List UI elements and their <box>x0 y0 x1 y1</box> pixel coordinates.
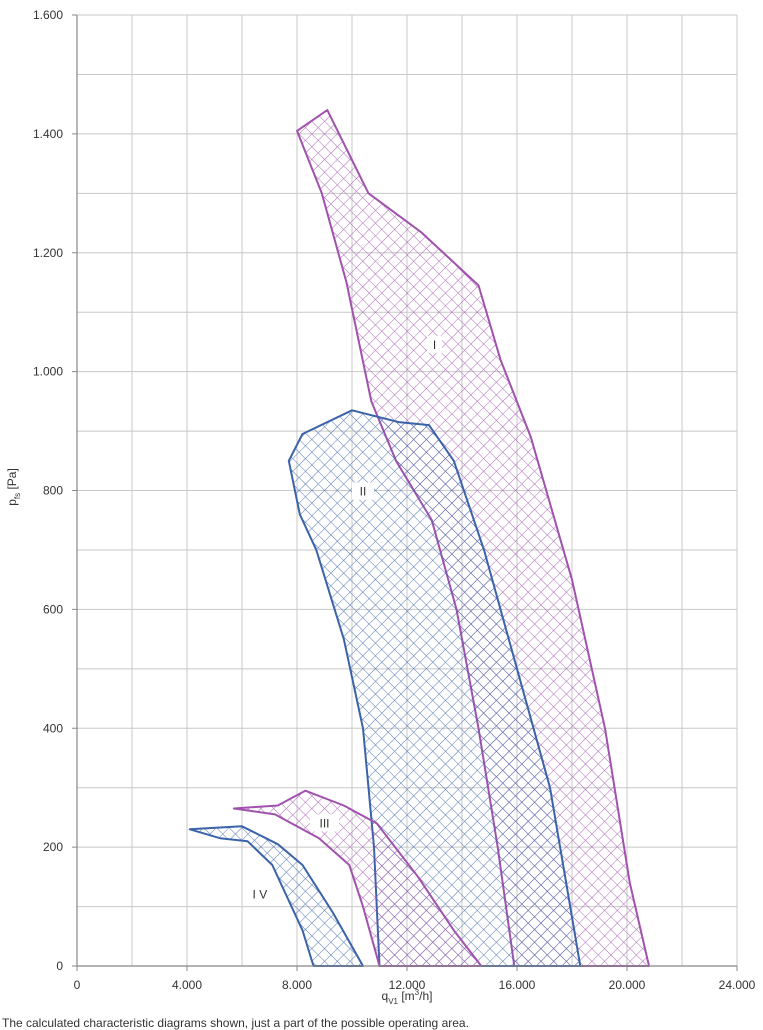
region-iii <box>232 789 483 967</box>
y-tick-label: 1.400 <box>33 127 63 141</box>
x-tick-label: 4.000 <box>172 978 202 992</box>
region-label-box <box>427 335 442 353</box>
regions <box>188 109 650 967</box>
region-label: I <box>433 338 436 352</box>
region-label: II <box>360 485 367 499</box>
x-tick-label: 20.000 <box>609 978 646 992</box>
y-tick-label: 1.000 <box>33 365 63 379</box>
y-tick-label: 600 <box>43 602 63 616</box>
x-tick-label: 12.000 <box>389 978 426 992</box>
y-tick-label: 200 <box>43 840 63 854</box>
region-ii <box>287 409 582 967</box>
chart-caption: The calculated characteristic diagrams s… <box>2 1016 469 1030</box>
y-tick-label: 800 <box>43 484 63 498</box>
region-label: I V <box>253 888 268 902</box>
region-label-box <box>352 482 374 500</box>
y-tick-label: 0 <box>56 959 63 973</box>
y-tick-label: 400 <box>43 721 63 735</box>
region-label-box <box>245 885 275 903</box>
y-tick-label: 1.200 <box>33 246 63 260</box>
x-axis-title: qV1 [m3/h] <box>382 988 433 1006</box>
axes: 0 4.000 8.000 12.000 16.000 20.000 24.000 0 200 4… <box>33 8 756 992</box>
y-axis-title: pfs [Pa] <box>5 468 22 506</box>
x-tick-label: 0 <box>74 978 81 992</box>
region-label: III <box>319 816 329 830</box>
x-tick-label: 16.000 <box>499 978 536 992</box>
y-tick-label: 1.600 <box>33 8 63 22</box>
x-tick-label: 24.000 <box>719 978 756 992</box>
region-label-box <box>310 814 339 832</box>
x-tick-label: 8.000 <box>282 978 312 992</box>
